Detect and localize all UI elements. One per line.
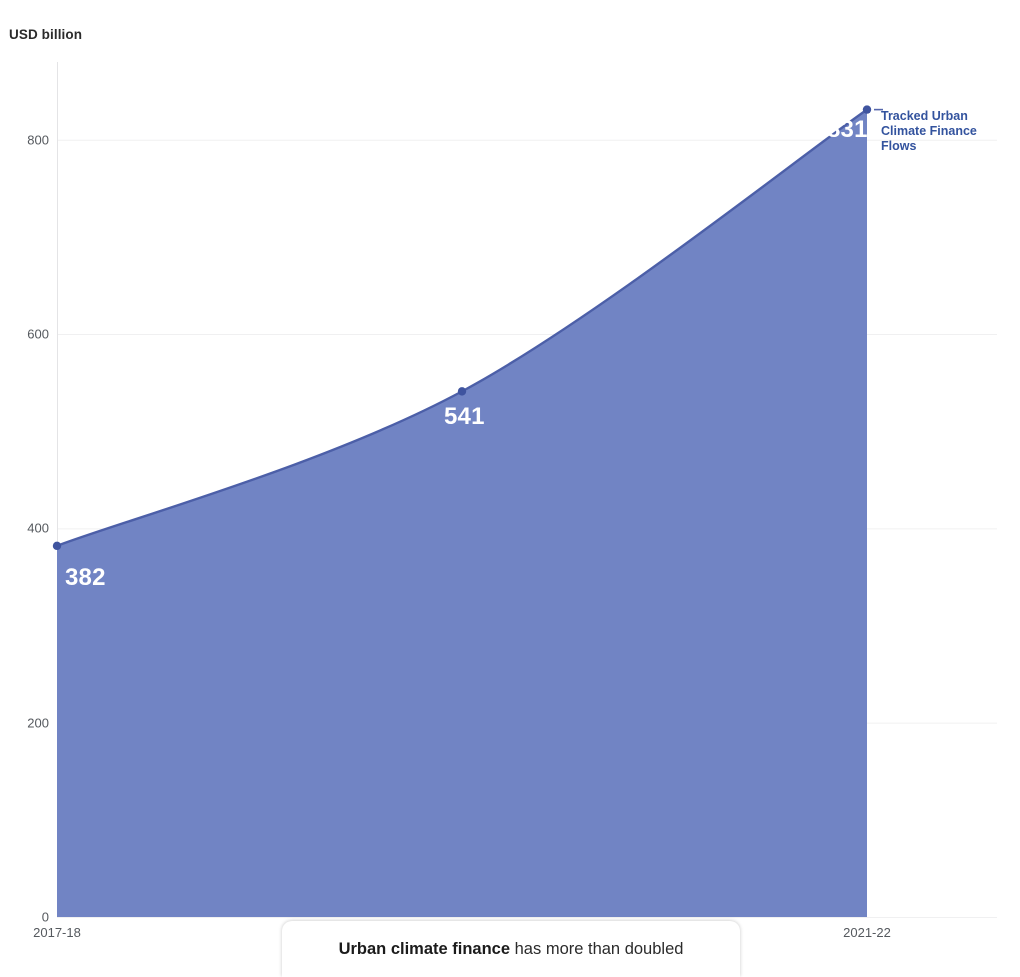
value-label-2021-22: 831 bbox=[827, 115, 868, 143]
y-tick-label-200: 200 bbox=[27, 715, 49, 731]
y-tick-label-0: 0 bbox=[41, 909, 49, 925]
data-point-marker-2021-22[interactable] bbox=[862, 105, 872, 114]
data-point-marker-2017-18[interactable] bbox=[52, 541, 62, 551]
area-chart-svg bbox=[52, 62, 997, 918]
caption-text: Urban climate finance has more than doub… bbox=[339, 940, 684, 959]
chart-plot-area bbox=[52, 62, 997, 918]
data-point-markers[interactable] bbox=[52, 105, 872, 551]
x-tick-label-2021-22: 2021-22 bbox=[843, 925, 891, 940]
caption-bold-text: Urban climate finance bbox=[338, 940, 511, 958]
series-legend-label: Tracked Urban Climate Finance Flows bbox=[881, 109, 977, 153]
value-label-2019-20: 541 bbox=[444, 403, 485, 431]
y-tick-label-600: 600 bbox=[27, 326, 49, 342]
area-fill-path bbox=[57, 109, 867, 918]
caption-rest-text: has more than doubled bbox=[510, 940, 684, 958]
data-point-marker-2019-20[interactable] bbox=[457, 387, 467, 396]
y-tick-label-400: 400 bbox=[27, 520, 49, 536]
y-axis-title: USD billion bbox=[9, 27, 83, 42]
value-label-2017-18: 382 bbox=[65, 563, 106, 591]
y-axis-tick-labels: 0 200 400 600 800 bbox=[0, 0, 49, 960]
y-tick-label-800: 800 bbox=[27, 132, 49, 148]
x-tick-label-2017-18: 2017-18 bbox=[33, 925, 81, 940]
caption-card: Urban climate finance has more than doub… bbox=[282, 921, 740, 977]
